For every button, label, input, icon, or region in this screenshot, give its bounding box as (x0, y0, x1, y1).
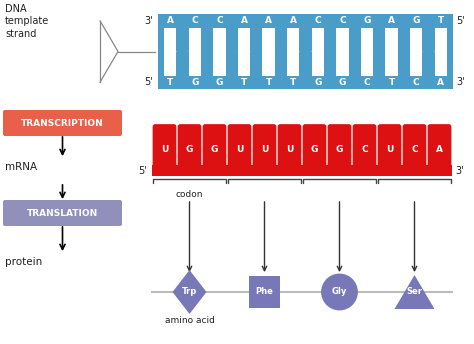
Text: T: T (167, 78, 173, 87)
FancyBboxPatch shape (3, 110, 122, 136)
Text: Trp: Trp (182, 288, 197, 297)
Bar (158, 28, 453, 75)
Text: C: C (361, 144, 368, 153)
Text: A: A (167, 16, 174, 25)
Circle shape (321, 273, 358, 310)
Bar (385, 28, 398, 75)
Text: C: C (411, 144, 418, 153)
Bar (410, 28, 422, 75)
Text: G: G (412, 16, 420, 25)
Text: G: G (216, 78, 223, 87)
Text: protein: protein (5, 257, 42, 267)
Text: T: T (265, 78, 272, 87)
Text: 3': 3' (456, 77, 465, 87)
FancyBboxPatch shape (253, 124, 276, 170)
FancyBboxPatch shape (378, 124, 401, 170)
Polygon shape (173, 270, 207, 314)
Text: U: U (236, 144, 243, 153)
Text: 5': 5' (138, 166, 147, 176)
Bar (164, 28, 176, 75)
Text: C: C (314, 16, 321, 25)
Text: A: A (240, 16, 247, 25)
Text: DNA
template
strand: DNA template strand (5, 4, 49, 39)
FancyBboxPatch shape (153, 124, 176, 170)
Text: A: A (388, 16, 395, 25)
Text: C: C (339, 16, 346, 25)
Text: U: U (261, 144, 268, 153)
Text: TRANSLATION: TRANSLATION (27, 208, 98, 217)
Text: Ser: Ser (407, 288, 422, 297)
FancyBboxPatch shape (302, 124, 327, 170)
Text: amino acid: amino acid (164, 316, 214, 325)
Text: codon: codon (176, 190, 203, 199)
Text: G: G (211, 144, 218, 153)
Text: 3': 3' (455, 166, 464, 176)
Bar (311, 28, 324, 75)
Bar (263, 28, 275, 75)
FancyBboxPatch shape (228, 124, 251, 170)
Text: T: T (290, 78, 296, 87)
FancyBboxPatch shape (178, 124, 201, 170)
FancyBboxPatch shape (402, 124, 427, 170)
Bar (361, 28, 373, 75)
Text: A: A (436, 144, 443, 153)
Bar (249, 276, 280, 308)
Text: G: G (336, 144, 343, 153)
FancyBboxPatch shape (428, 124, 451, 170)
Text: G: G (339, 78, 346, 87)
Text: A: A (437, 78, 444, 87)
FancyBboxPatch shape (353, 124, 376, 170)
Text: U: U (161, 144, 168, 153)
Text: A: A (265, 16, 272, 25)
Bar (287, 28, 300, 75)
Text: T: T (241, 78, 247, 87)
Text: 5': 5' (144, 77, 153, 87)
FancyBboxPatch shape (278, 124, 301, 170)
Text: G: G (191, 78, 199, 87)
Text: C: C (413, 78, 419, 87)
Text: G: G (363, 16, 371, 25)
Text: C: C (191, 16, 198, 25)
Bar (213, 28, 226, 75)
Text: mRNA: mRNA (5, 162, 37, 172)
Text: 5': 5' (456, 16, 465, 26)
Text: TRANSCRIPTION: TRANSCRIPTION (21, 118, 104, 128)
Text: Phe: Phe (255, 288, 273, 297)
FancyBboxPatch shape (328, 124, 351, 170)
Text: G: G (311, 144, 318, 153)
Text: G: G (314, 78, 321, 87)
Bar (435, 28, 447, 75)
FancyBboxPatch shape (3, 200, 122, 226)
Text: T: T (438, 16, 444, 25)
Bar (336, 28, 348, 75)
Text: A: A (290, 16, 297, 25)
Text: T: T (388, 78, 395, 87)
Bar (189, 28, 201, 75)
Text: Gly: Gly (332, 288, 347, 297)
Bar (158, 14, 453, 28)
Text: 3': 3' (145, 16, 153, 26)
Text: G: G (186, 144, 193, 153)
Text: C: C (364, 78, 370, 87)
Text: C: C (216, 16, 223, 25)
Bar (158, 75, 453, 89)
Text: U: U (386, 144, 393, 153)
Text: U: U (286, 144, 293, 153)
Polygon shape (394, 275, 435, 309)
Bar (238, 28, 250, 75)
Bar (152, 165, 452, 176)
FancyBboxPatch shape (202, 124, 227, 170)
